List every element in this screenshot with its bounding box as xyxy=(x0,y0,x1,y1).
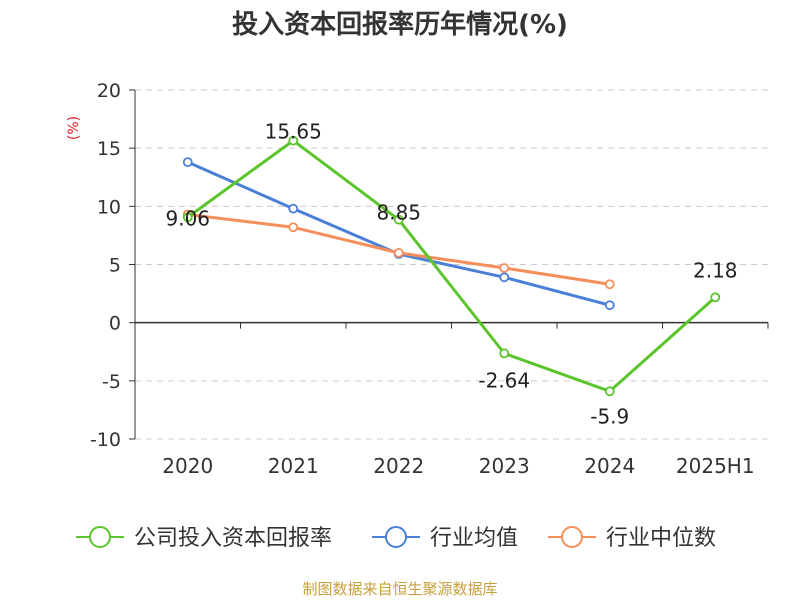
data-label: 8.85 xyxy=(376,201,421,225)
data-point xyxy=(499,263,510,273)
data-point xyxy=(604,300,615,311)
data-point xyxy=(499,272,510,283)
y-tick-label: 5 xyxy=(109,255,121,277)
data-label: 2.18 xyxy=(693,258,738,282)
y-tick-label: 15 xyxy=(97,138,121,160)
legend-item[interactable]: 行业均值 xyxy=(372,526,518,551)
legend-label: 行业均值 xyxy=(430,526,518,551)
data-point xyxy=(288,135,299,146)
source-note: 制图数据来自恒生聚源数据库 xyxy=(302,580,498,598)
x-tick-label: 2020 xyxy=(162,454,213,478)
axes: 20 15 10 5 0 -5 -10 2020 2021 2022 2023 2024 2025H1 xyxy=(90,80,769,478)
data-label: -2.64 xyxy=(478,368,530,392)
x-tick-label: 2021 xyxy=(268,454,319,478)
series-line xyxy=(186,139,717,393)
legend-swatch-marker xyxy=(385,526,407,548)
data-label: -5.9 xyxy=(590,404,629,428)
data-point xyxy=(710,292,721,303)
data-point xyxy=(393,214,404,225)
chart-title: 投入资本回报率历年情况(%) xyxy=(232,10,568,40)
x-tick-label: 2025H1 xyxy=(676,454,755,478)
legend-swatch-marker xyxy=(561,526,583,548)
y-tick-label: 10 xyxy=(97,196,121,218)
legend-item[interactable]: 公司投入资本回报率 xyxy=(76,526,332,551)
data-point xyxy=(499,348,510,359)
y-tick-label: 20 xyxy=(97,80,121,102)
data-point xyxy=(288,203,299,214)
x-tick-label: 2024 xyxy=(584,454,635,478)
data-point xyxy=(604,279,615,290)
data-point xyxy=(604,386,615,397)
legend[interactable]: 公司投入资本回报率 行业均值 行业中位数 xyxy=(76,526,716,551)
y-axis-unit-label: (%) xyxy=(66,116,82,140)
data-labels: 9.06 15.65 8.85 -2.64 -5.9 2.18 xyxy=(165,120,737,429)
x-tick-label: 2023 xyxy=(479,454,530,478)
series-line xyxy=(187,160,611,307)
data-label: 9.06 xyxy=(165,206,210,230)
data-point xyxy=(182,157,193,168)
data-point xyxy=(182,212,193,223)
legend-label: 公司投入资本回报率 xyxy=(134,526,332,551)
legend-swatch-marker xyxy=(89,526,111,548)
legend-label: 行业中位数 xyxy=(606,526,716,551)
y-tick-label: 0 xyxy=(109,313,121,335)
x-tick-label: 2022 xyxy=(373,454,424,478)
data-point xyxy=(288,222,299,233)
y-tick-label: -10 xyxy=(90,429,121,451)
legend-item[interactable]: 行业中位数 xyxy=(548,526,716,551)
y-tick-label: -5 xyxy=(102,371,121,393)
data-label: 15.65 xyxy=(265,120,322,144)
series-lines xyxy=(182,135,721,397)
data-point xyxy=(393,247,404,258)
